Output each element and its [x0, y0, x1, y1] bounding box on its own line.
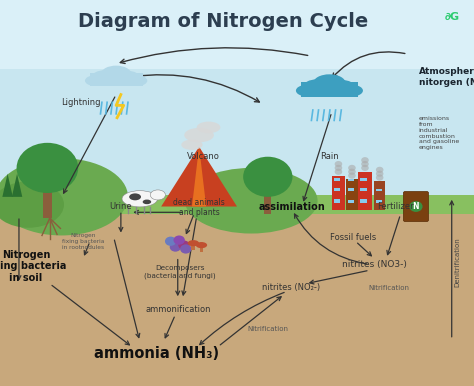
- Bar: [191, 244, 195, 250]
- Ellipse shape: [342, 85, 363, 96]
- Text: ammonia (NH₃): ammonia (NH₃): [94, 346, 219, 361]
- Text: Fossil fuels: Fossil fuels: [330, 233, 376, 242]
- Text: Decomposers
(bacteria and fungi): Decomposers (bacteria and fungi): [144, 266, 216, 279]
- Text: Lightning: Lightning: [62, 98, 101, 107]
- Bar: [332, 176, 345, 210]
- Bar: [301, 82, 358, 97]
- Bar: [0, 208, 474, 386]
- Circle shape: [348, 169, 356, 175]
- Text: Fertilizer: Fertilizer: [377, 202, 414, 211]
- Text: Nitrogen
fixing bacteria
in soil: Nitrogen fixing bacteria in soil: [0, 250, 66, 283]
- Ellipse shape: [197, 122, 220, 133]
- Text: emissions
from
industrial
combustion
and gasoline
engines: emissions from industrial combustion and…: [419, 116, 459, 150]
- Circle shape: [361, 165, 369, 171]
- Circle shape: [409, 201, 423, 212]
- Bar: [376, 188, 382, 191]
- Ellipse shape: [196, 242, 207, 248]
- Bar: [360, 178, 367, 181]
- Text: ammonification: ammonification: [145, 305, 210, 314]
- Circle shape: [180, 244, 191, 254]
- Ellipse shape: [116, 71, 139, 84]
- Polygon shape: [161, 147, 237, 207]
- Bar: [376, 200, 382, 203]
- Circle shape: [348, 173, 356, 179]
- Circle shape: [348, 165, 356, 171]
- Bar: [43, 179, 52, 218]
- Bar: [200, 246, 203, 252]
- Bar: [334, 200, 340, 203]
- Circle shape: [361, 157, 369, 163]
- Bar: [0, 0, 474, 69]
- Bar: [348, 178, 354, 181]
- Circle shape: [178, 240, 190, 250]
- Ellipse shape: [0, 181, 64, 228]
- Ellipse shape: [184, 128, 214, 142]
- Text: Diagram of Nitrogen Cycle: Diagram of Nitrogen Cycle: [78, 12, 368, 30]
- Text: Denitrification: Denitrification: [455, 238, 460, 287]
- Ellipse shape: [303, 79, 331, 94]
- Text: dead animals
and plants: dead animals and plants: [173, 198, 225, 217]
- Circle shape: [17, 143, 78, 193]
- Text: Nitrification: Nitrification: [368, 285, 409, 291]
- Text: Rain: Rain: [320, 152, 339, 161]
- Polygon shape: [12, 174, 22, 197]
- Polygon shape: [192, 147, 206, 207]
- Text: Urine: Urine: [109, 202, 132, 211]
- Text: assimilation: assimilation: [259, 201, 326, 212]
- Ellipse shape: [0, 158, 128, 235]
- Bar: [90, 73, 143, 86]
- Bar: [346, 179, 358, 210]
- Text: Nitrogen
fixing bacteria
in rootnodules: Nitrogen fixing bacteria in rootnodules: [62, 233, 104, 250]
- Ellipse shape: [188, 240, 199, 246]
- Ellipse shape: [150, 190, 165, 200]
- Ellipse shape: [329, 80, 355, 94]
- Text: ∂G: ∂G: [445, 12, 460, 22]
- Circle shape: [361, 161, 369, 167]
- Bar: [0, 195, 474, 214]
- Ellipse shape: [143, 200, 151, 204]
- Circle shape: [173, 235, 185, 245]
- Bar: [360, 188, 367, 191]
- Circle shape: [335, 161, 342, 167]
- Bar: [360, 199, 367, 203]
- Bar: [0, 0, 474, 208]
- Ellipse shape: [128, 75, 147, 86]
- Ellipse shape: [129, 193, 141, 200]
- Bar: [264, 185, 271, 214]
- Ellipse shape: [313, 74, 346, 92]
- Text: nitrites (NO3-): nitrites (NO3-): [342, 260, 407, 269]
- Bar: [334, 188, 340, 191]
- Circle shape: [376, 174, 383, 181]
- Ellipse shape: [101, 66, 131, 82]
- Text: Atmospheric
nitorgen (N₂): Atmospheric nitorgen (N₂): [419, 68, 474, 87]
- Circle shape: [376, 167, 383, 173]
- Circle shape: [243, 157, 292, 197]
- Bar: [334, 178, 340, 181]
- Text: nitrites (NO₂-): nitrites (NO₂-): [263, 283, 320, 292]
- Text: Volcano: Volcano: [187, 152, 220, 161]
- Ellipse shape: [122, 191, 157, 207]
- Circle shape: [335, 169, 342, 175]
- Ellipse shape: [296, 85, 317, 96]
- Circle shape: [170, 242, 181, 252]
- Bar: [348, 188, 354, 191]
- Bar: [348, 200, 354, 203]
- Circle shape: [165, 237, 176, 246]
- Ellipse shape: [91, 70, 117, 84]
- Text: N: N: [413, 202, 419, 211]
- Circle shape: [376, 171, 383, 177]
- Bar: [358, 172, 372, 210]
- Ellipse shape: [181, 139, 202, 150]
- FancyBboxPatch shape: [403, 191, 428, 222]
- Circle shape: [335, 165, 342, 171]
- Polygon shape: [2, 174, 13, 197]
- Bar: [374, 181, 385, 210]
- Ellipse shape: [85, 75, 104, 86]
- Text: Nitrification: Nitrification: [247, 326, 288, 332]
- Ellipse shape: [185, 168, 318, 234]
